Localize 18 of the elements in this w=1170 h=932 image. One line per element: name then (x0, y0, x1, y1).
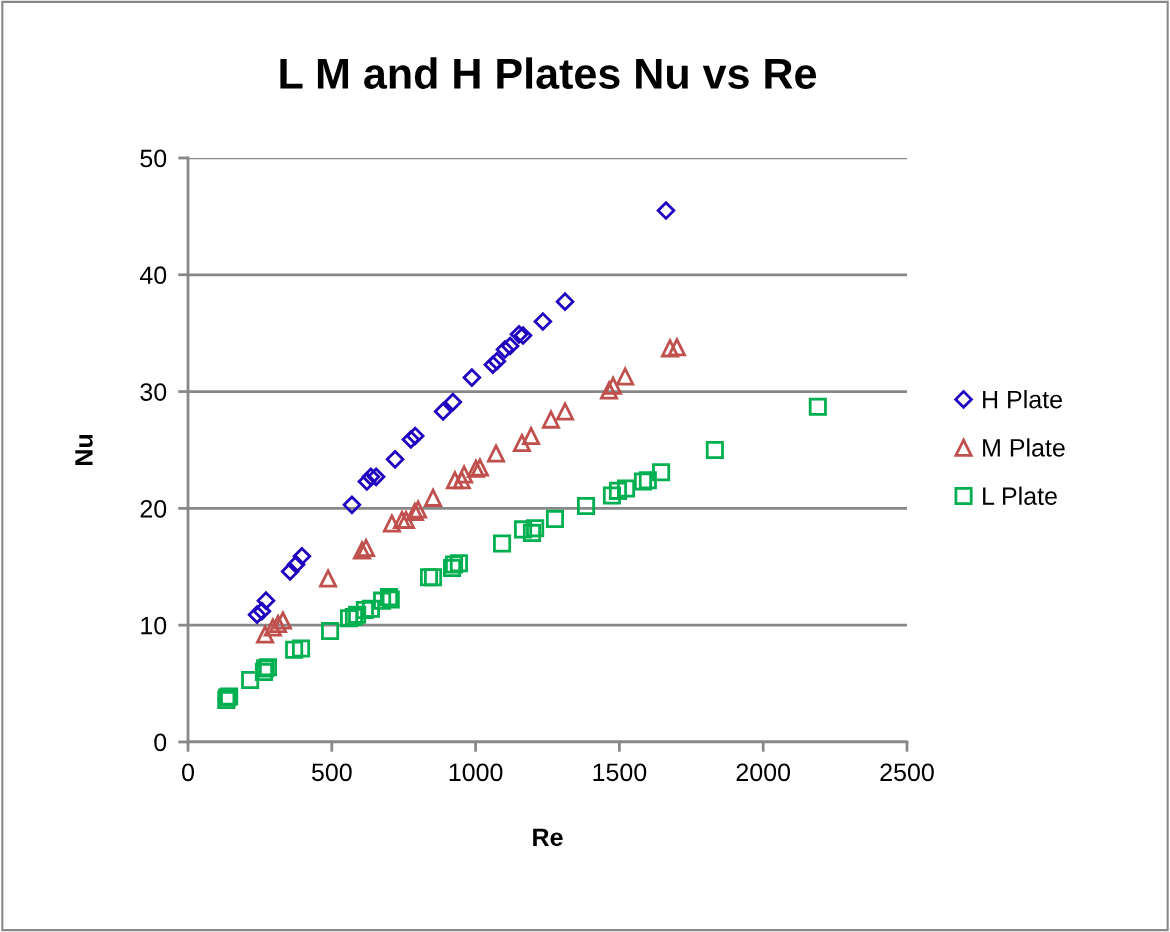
y-tick-label: 40 (139, 266, 167, 285)
chart-title: L M and H Plates Nu vs Re (280, 57, 817, 89)
x-tick-label: 2500 (880, 763, 934, 782)
x-tick-label: 1000 (449, 763, 503, 782)
x-axis-title: Re (533, 828, 563, 847)
y-tick-label: 50 (140, 149, 167, 168)
y-tick-label: 0 (154, 733, 167, 752)
legend-label: L Plate (983, 486, 1057, 505)
x-tick-label: 1500 (593, 763, 647, 782)
y-tick-label: 20 (140, 499, 167, 518)
x-tick-label: 2000 (736, 763, 791, 782)
y-axis-title: Nu (75, 434, 93, 465)
x-tick-label: 500 (311, 763, 352, 782)
x-tick-label: 0 (182, 763, 194, 782)
y-tick-label: 30 (140, 383, 167, 401)
legend-label: M Plate (983, 438, 1065, 457)
legend-label: H Plate (983, 390, 1062, 409)
y-tick-label: 10 (141, 616, 167, 635)
